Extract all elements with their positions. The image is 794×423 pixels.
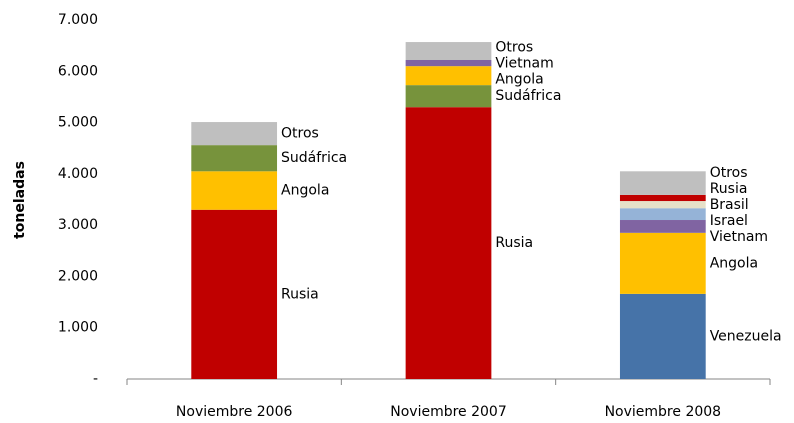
- y-axis-label: toneladas: [12, 161, 28, 239]
- bar-segment: [405, 60, 492, 67]
- bar-segment: [191, 145, 278, 172]
- y-tick-label: -: [93, 371, 98, 387]
- segment-label: Vietnam: [495, 55, 553, 71]
- bar-segment: [619, 201, 706, 209]
- bar-segment: [191, 171, 278, 210]
- bar-segment: [405, 85, 492, 108]
- segment-label: Angola: [281, 183, 329, 199]
- y-tick-label: 6.000: [58, 63, 98, 79]
- segment-label: Angola: [710, 255, 758, 271]
- segment-label: Israel: [710, 213, 748, 229]
- bar-segment: [619, 171, 706, 195]
- segment-label: Sudáfrica: [281, 150, 347, 166]
- bar-segment: [619, 293, 706, 379]
- x-tick-label: Noviembre 2006: [176, 404, 293, 420]
- bar-segment: [191, 209, 278, 379]
- bar-segment: [619, 220, 706, 233]
- segment-label: Otros: [495, 39, 533, 55]
- segment-label: Brasil: [710, 197, 749, 213]
- x-tick-label: Noviembre 2008: [605, 404, 722, 420]
- bar-segment: [405, 66, 492, 86]
- segment-label: Rusia: [281, 286, 319, 302]
- segment-label: Vietnam: [710, 229, 768, 245]
- segment-label: Otros: [281, 126, 319, 142]
- y-tick-label: 5.000: [58, 115, 98, 131]
- y-tick-label: 7.000: [58, 12, 98, 28]
- bar-segment: [405, 107, 492, 379]
- segment-label: Angola: [495, 71, 543, 87]
- bar-segment: [619, 194, 706, 202]
- y-tick-label: 2.000: [58, 268, 98, 284]
- y-tick-label: 3.000: [58, 217, 98, 233]
- y-tick-label: 4.000: [58, 166, 98, 182]
- bar-segment: [619, 232, 706, 294]
- segment-label: Rusia: [710, 181, 748, 197]
- segment-label: Otros: [710, 165, 748, 181]
- bar-segment: [191, 122, 278, 146]
- segment-label: Rusia: [495, 235, 533, 251]
- bar-segment: [619, 208, 706, 221]
- segment-label: Sudáfrica: [495, 88, 561, 104]
- x-tick-label: Noviembre 2007: [390, 404, 507, 420]
- segment-label: Venezuela: [710, 328, 782, 344]
- y-tick-label: 1.000: [58, 320, 98, 336]
- bar-segment: [405, 42, 492, 61]
